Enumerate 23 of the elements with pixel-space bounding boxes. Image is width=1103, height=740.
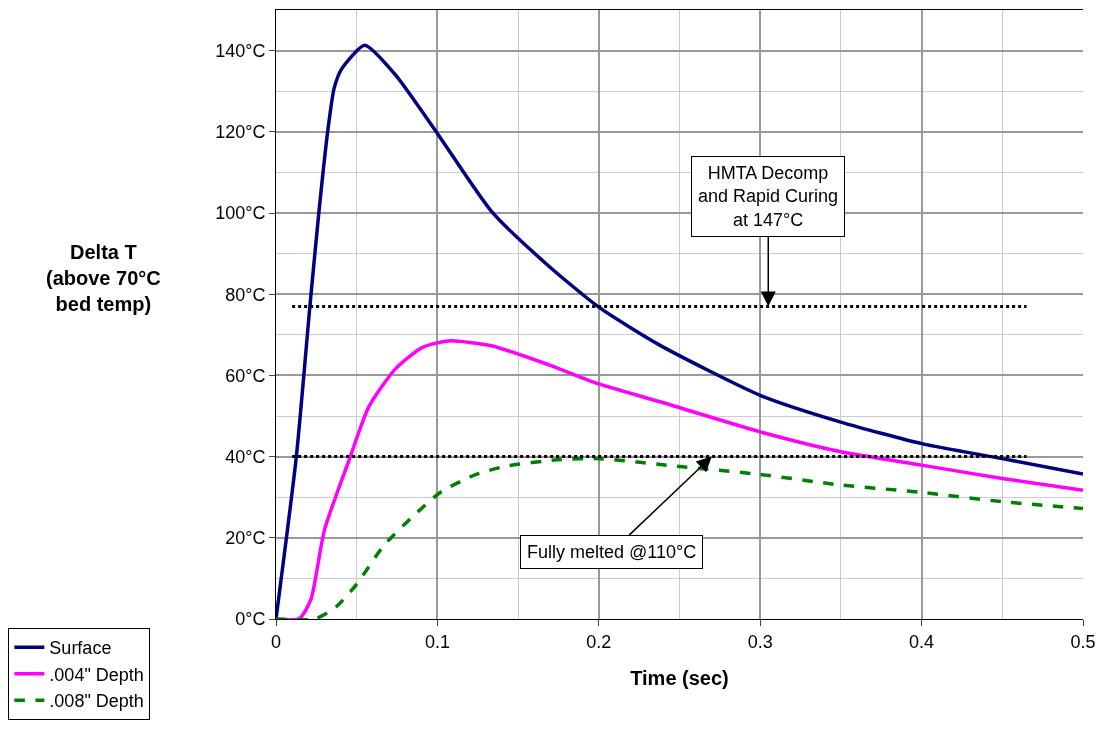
- y-tick-label: 140°C: [215, 40, 266, 61]
- x-tick-label: 0.2: [586, 631, 612, 652]
- x-tick-label: 0.3: [747, 631, 773, 652]
- x-tick-label: 0.5: [1070, 631, 1096, 652]
- y-tick-label: 80°C: [225, 284, 266, 305]
- x-axis-title: Time (sec): [630, 667, 729, 690]
- y-tick-label: 60°C: [225, 365, 266, 386]
- line-series: [276, 456, 1083, 619]
- y-tick-label: 0°C: [235, 609, 266, 630]
- legend-label: Surface: [49, 638, 112, 659]
- x-tick-label: 0.1: [424, 631, 450, 652]
- legend-label: .008" Depth: [49, 691, 144, 712]
- line-series: [276, 43, 1083, 619]
- annotation: HMTA Decomp and Rapid Curing at 147°C: [698, 163, 839, 230]
- y-axis-title: Delta T (above 70°C bed temp): [46, 241, 161, 315]
- annotation: Fully melted @110°C: [527, 542, 697, 562]
- legend-label: .004" Depth: [49, 664, 144, 685]
- x-tick-label: 0: [270, 631, 282, 652]
- y-tick-label: 20°C: [225, 528, 266, 549]
- y-tick-label: 120°C: [215, 122, 266, 143]
- x-tick-label: 0.4: [909, 631, 935, 652]
- y-tick-label: 100°C: [215, 203, 266, 224]
- y-tick-label: 40°C: [225, 446, 266, 467]
